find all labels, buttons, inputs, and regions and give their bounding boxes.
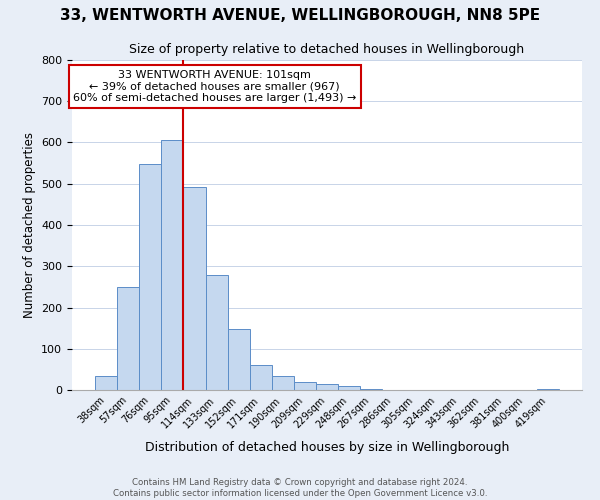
Bar (139, 164, 161, 390)
Bar (338, 386, 360, 390)
Text: Contains HM Land Registry data © Crown copyright and database right 2024.
Contai: Contains HM Land Registry data © Crown c… (113, 478, 487, 498)
Bar (184, 186, 206, 390)
Bar (537, 389, 559, 390)
Text: 33, WENTWORTH AVENUE, WELLINGBOROUGH, NN8 5PE: 33, WENTWORTH AVENUE, WELLINGBOROUGH, NN… (60, 8, 540, 22)
Y-axis label: Number of detached properties: Number of detached properties (23, 132, 35, 318)
Title: Size of property relative to detached houses in Wellingborough: Size of property relative to detached ho… (130, 43, 524, 56)
Bar (161, 140, 184, 390)
Bar (250, 365, 272, 390)
X-axis label: Distribution of detached houses by size in Wellingborough: Distribution of detached houses by size … (145, 441, 509, 454)
Bar (272, 376, 294, 390)
Bar (227, 329, 250, 390)
Bar (360, 389, 382, 390)
Bar (206, 276, 227, 390)
Bar (95, 376, 117, 390)
Text: 33 WENTWORTH AVENUE: 101sqm
← 39% of detached houses are smaller (967)
60% of se: 33 WENTWORTH AVENUE: 101sqm ← 39% of det… (73, 70, 356, 103)
Bar (316, 384, 338, 390)
Bar (117, 287, 139, 390)
Bar (294, 382, 316, 390)
